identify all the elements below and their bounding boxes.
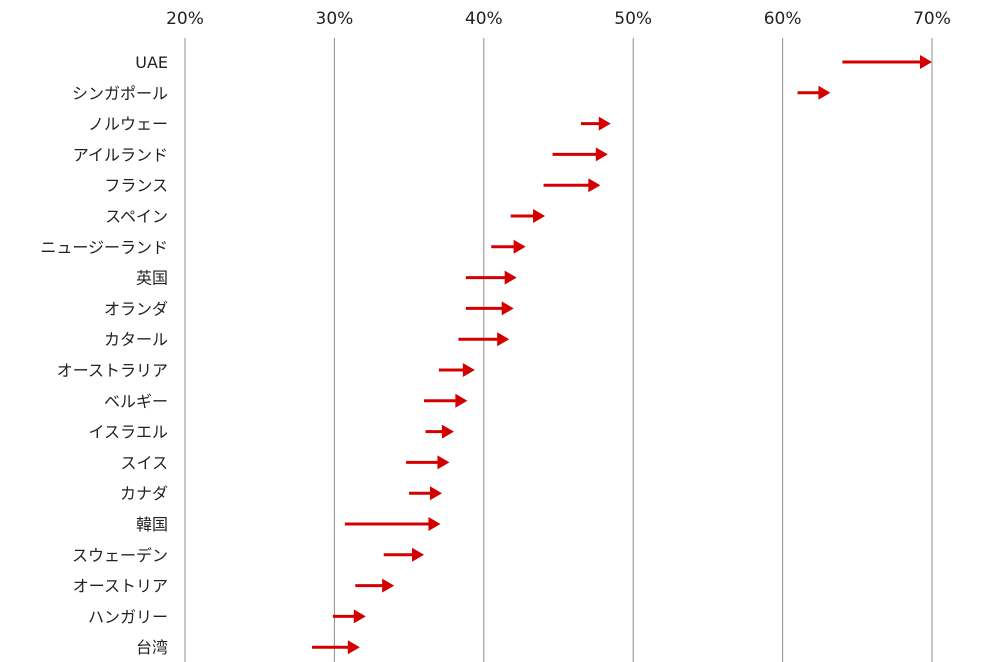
category-label: スイス <box>120 453 168 472</box>
category-label: スペイン <box>105 207 168 226</box>
category-label: ノルウェー <box>88 115 168 134</box>
arrow-head <box>429 486 442 501</box>
arrows <box>311 55 932 655</box>
category-labels: UAE シンガポールノルウェーアイルランドフランススペインニュージーランド英国オラ… <box>40 53 168 657</box>
category-label: 英国 <box>136 269 168 288</box>
arrow-head <box>497 332 510 347</box>
arrow-mark <box>311 640 360 655</box>
x-tick-label: 30% <box>316 9 354 29</box>
arrow-mark <box>425 424 454 439</box>
arrow-head <box>353 609 366 624</box>
arrow-mark <box>491 239 526 254</box>
arrow-head <box>533 209 546 223</box>
arrow-head <box>501 301 514 316</box>
arrow-head <box>513 239 526 254</box>
category-label: シンガポール <box>72 84 168 103</box>
arrow-mark <box>543 178 601 193</box>
category-label: フランス <box>104 176 168 195</box>
category-label: オーストラリア <box>57 361 168 380</box>
x-tick-labels: 20% 30% 40% 50% 60% 70% <box>166 9 951 29</box>
category-label: UAE <box>135 53 168 72</box>
category-label: オーストリア <box>73 577 168 596</box>
category-label: イスラエル <box>88 423 168 442</box>
arrow-mark <box>552 147 608 162</box>
arrow-mark <box>355 578 395 593</box>
arrow-mark <box>458 332 510 347</box>
arrow-head <box>598 116 611 131</box>
arrow-mark <box>332 609 366 624</box>
arrow-mark <box>406 455 450 470</box>
arrow-head <box>441 424 454 439</box>
arrow-mark <box>424 393 468 408</box>
arrow-head <box>347 640 360 655</box>
arrow-head <box>588 178 601 193</box>
arrow-mark <box>409 486 442 501</box>
x-tick-label: 20% <box>166 9 204 29</box>
arrow-mark <box>510 209 546 223</box>
arrow-mark <box>438 363 475 377</box>
arrow-mark <box>842 55 932 69</box>
category-label: カタール <box>104 330 168 349</box>
x-tick-label: 40% <box>465 9 503 29</box>
arrow-mark <box>465 301 514 316</box>
category-label: 韓国 <box>136 515 168 534</box>
category-label: 台湾 <box>136 638 168 657</box>
category-label: ベルギー <box>104 392 168 411</box>
grid-layer <box>184 38 933 662</box>
x-tick-label: 60% <box>764 9 802 29</box>
x-tick-label: 50% <box>614 9 652 29</box>
arrow-head <box>428 517 441 531</box>
arrow-head <box>818 85 831 100</box>
arrow-head <box>920 55 932 69</box>
category-label: ニュージーランド <box>40 238 168 257</box>
category-label: アイルランド <box>73 145 168 164</box>
arrow-head <box>412 547 425 562</box>
arrow-mark <box>797 85 831 100</box>
arrow-head <box>462 363 475 377</box>
arrow-mark <box>465 270 517 285</box>
category-label: ハンガリー <box>88 607 168 626</box>
arrow-head <box>504 270 517 285</box>
arrow-head <box>455 393 468 408</box>
arrow-head <box>595 147 608 162</box>
arrow-head <box>382 578 395 593</box>
x-tick-label: 70% <box>913 9 951 29</box>
category-label: オランダ <box>104 299 168 318</box>
arrow-mark <box>383 547 425 562</box>
category-label: カナダ <box>120 484 168 503</box>
arrow-mark <box>580 116 611 131</box>
category-label: スウェーデン <box>72 546 168 565</box>
arrow-mark <box>344 517 441 531</box>
arrow-head <box>437 455 450 470</box>
